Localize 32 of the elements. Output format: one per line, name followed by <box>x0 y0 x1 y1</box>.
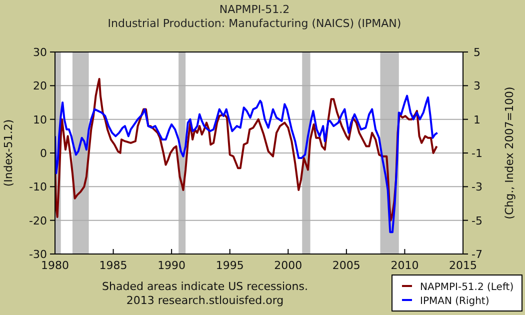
x-tick-label: 2015 <box>449 259 477 272</box>
x-tick-label: 2010 <box>390 259 419 272</box>
x-tick-label: 2005 <box>332 259 360 272</box>
y-tick-label: 10 <box>33 113 47 126</box>
x-tick-label: 1985 <box>99 259 128 272</box>
y-tick-label: 0 <box>40 147 47 160</box>
chart-title: NAPMPI-51.2 <box>219 3 290 16</box>
y-tick-label: -30 <box>29 248 47 261</box>
y2-axis-title: (Chg., Index 2007=100) <box>503 86 516 220</box>
y-tick-label: -10 <box>29 180 47 194</box>
x-tick-label: 1990 <box>158 259 186 272</box>
y2-tick-label: -3 <box>472 180 482 194</box>
line-series <box>55 78 438 222</box>
x-tick-label: 1995 <box>216 259 244 272</box>
chart-subtitle: Industrial Production: Manufacturing (NAICS) (IPMAN) <box>108 17 402 30</box>
y-axis-title: (Index-51.2) <box>2 119 15 187</box>
legend-label: NAPMPI-51.2 (Left) <box>420 282 514 293</box>
y2-tick-label: -5 <box>472 214 482 228</box>
y2-tick-label: 3 <box>474 80 480 93</box>
y2-tick-label: -7 <box>472 248 482 261</box>
y-tick-label: -20 <box>29 214 47 228</box>
y2-tick-label: 1 <box>474 113 480 126</box>
y2-tick-label: 5 <box>474 46 480 59</box>
x-tick-label: 2000 <box>274 259 302 272</box>
y2-tick-label: -1 <box>472 147 482 160</box>
y-tick-label: 20 <box>33 80 47 93</box>
text: Shaded areas indicate US recessions. <box>102 280 308 293</box>
text: 2013 research.stlouisfed.org <box>126 294 284 307</box>
y-tick-label: 30 <box>33 46 47 59</box>
line-series <box>55 94 438 234</box>
x-tick-label: 1980 <box>41 259 69 272</box>
legend-label: IPMAN (Right) <box>420 296 490 307</box>
